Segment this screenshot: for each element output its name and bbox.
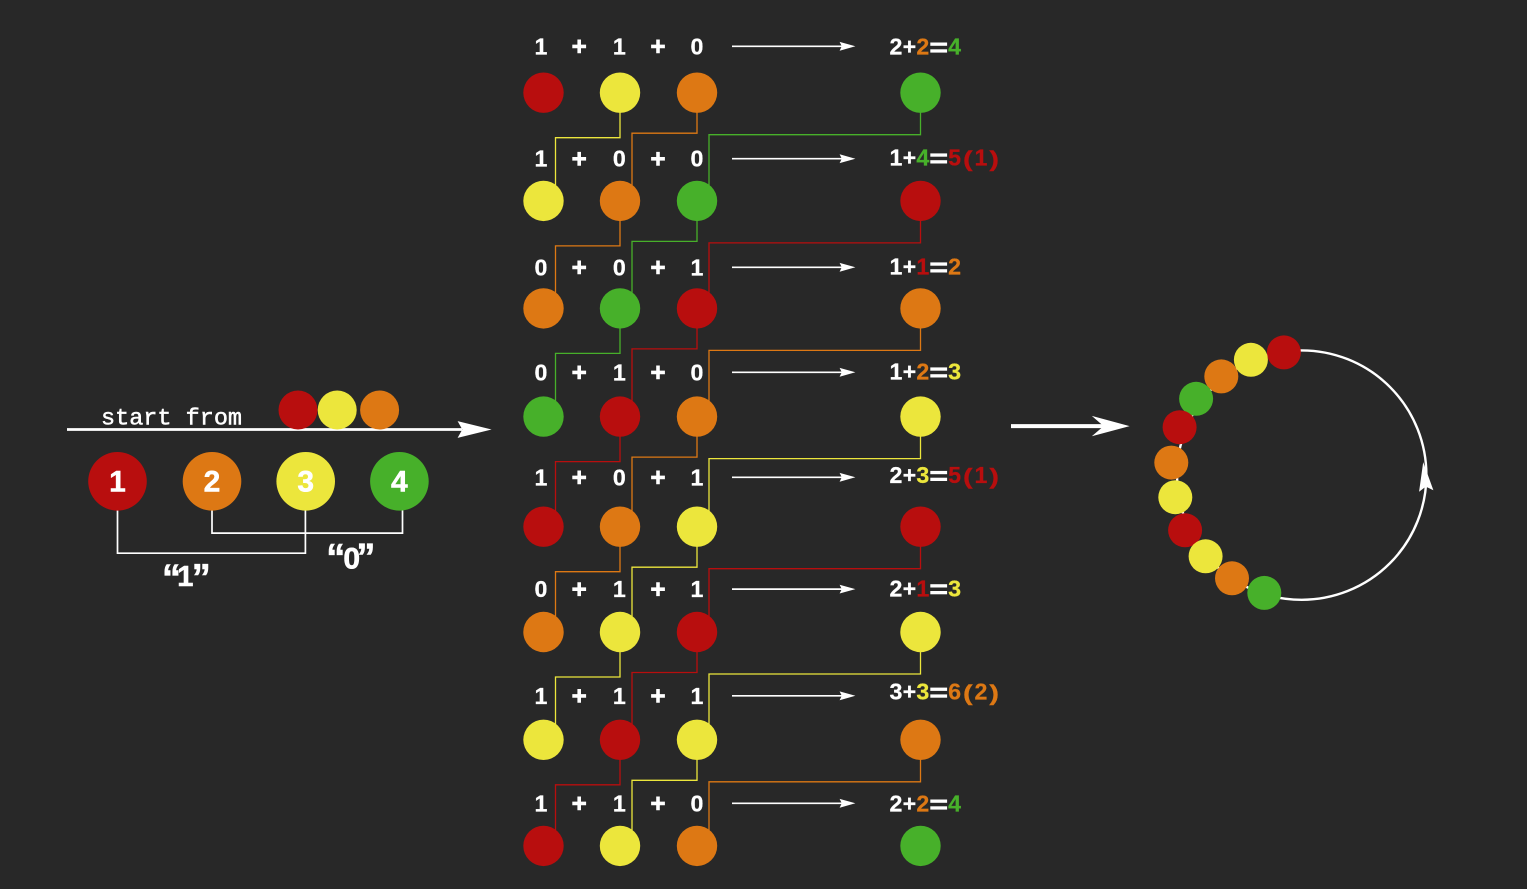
svg-text:0: 0	[343, 542, 360, 575]
svg-text:“: “	[162, 557, 181, 599]
svg-text:1: 1	[691, 254, 704, 280]
svg-text:0: 0	[535, 359, 548, 385]
svg-text:2: 2	[204, 466, 221, 499]
svg-text:1: 1	[613, 576, 626, 602]
svg-text:1: 1	[613, 790, 626, 816]
svg-text:1: 1	[535, 790, 548, 816]
svg-text:1: 1	[691, 683, 704, 709]
svg-text:1: 1	[889, 145, 902, 171]
svg-text:1: 1	[916, 254, 929, 280]
svg-text:0: 0	[691, 33, 704, 59]
svg-text:+: +	[903, 791, 917, 817]
svg-text:+: +	[903, 254, 917, 280]
svg-text:): )	[990, 465, 999, 490]
svg-text:2: 2	[889, 34, 902, 60]
svg-text:2: 2	[948, 254, 961, 280]
svg-text:1: 1	[975, 145, 988, 171]
svg-text:0: 0	[535, 576, 548, 602]
svg-text:0: 0	[691, 146, 704, 172]
svg-text:3: 3	[948, 575, 961, 601]
svg-text:+: +	[903, 145, 917, 171]
svg-text:6: 6	[948, 679, 961, 705]
svg-text:): )	[990, 681, 999, 706]
svg-text:1: 1	[177, 561, 193, 593]
svg-text:0: 0	[613, 464, 626, 490]
svg-text:+: +	[903, 679, 917, 705]
svg-text:1: 1	[109, 466, 126, 499]
svg-text:1: 1	[535, 146, 548, 172]
svg-text:1: 1	[613, 683, 626, 709]
svg-text:1: 1	[535, 464, 548, 490]
svg-text:4: 4	[391, 466, 408, 499]
svg-text:+: +	[903, 462, 917, 488]
svg-text:4: 4	[948, 791, 961, 817]
svg-text:+: +	[903, 575, 917, 601]
svg-text:5: 5	[948, 462, 961, 488]
svg-text:0: 0	[535, 254, 548, 280]
svg-text:1: 1	[916, 575, 929, 601]
svg-text:1: 1	[535, 683, 548, 709]
svg-text:1: 1	[613, 33, 626, 59]
svg-text:0: 0	[691, 359, 704, 385]
svg-text:+: +	[903, 359, 917, 385]
svg-text:”: ”	[356, 537, 375, 579]
svg-text:2: 2	[916, 34, 929, 60]
svg-text:2: 2	[889, 575, 902, 601]
svg-text:1: 1	[975, 462, 988, 488]
svg-text:(: (	[963, 147, 973, 172]
svg-text:2: 2	[889, 462, 902, 488]
svg-text:4: 4	[916, 145, 929, 171]
svg-text:2: 2	[916, 359, 929, 385]
svg-text:3: 3	[948, 359, 961, 385]
svg-text:”: ”	[192, 557, 211, 599]
svg-text:3: 3	[889, 679, 902, 705]
svg-text:0: 0	[613, 146, 626, 172]
svg-text:+: +	[903, 34, 917, 60]
svg-text:1: 1	[691, 576, 704, 602]
svg-text:): )	[990, 147, 999, 172]
svg-text:2: 2	[975, 679, 988, 705]
svg-text:0: 0	[613, 254, 626, 280]
svg-text:1: 1	[691, 464, 704, 490]
svg-text:1: 1	[889, 254, 902, 280]
svg-text:1: 1	[535, 33, 548, 59]
svg-text:2: 2	[889, 791, 902, 817]
svg-text:4: 4	[948, 34, 961, 60]
svg-text:3: 3	[916, 462, 929, 488]
svg-text:3: 3	[916, 679, 929, 705]
svg-text:(: (	[963, 465, 973, 490]
svg-text:2: 2	[916, 791, 929, 817]
svg-text:1: 1	[613, 359, 626, 385]
svg-text:“: “	[326, 537, 345, 579]
svg-text:(: (	[963, 681, 973, 706]
svg-text:5: 5	[948, 145, 961, 171]
svg-text:3: 3	[297, 466, 314, 499]
svg-text:1: 1	[889, 359, 902, 385]
svg-text:0: 0	[691, 790, 704, 816]
